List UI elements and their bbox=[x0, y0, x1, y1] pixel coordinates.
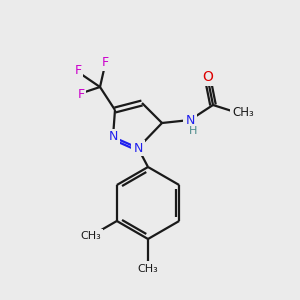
Text: N: N bbox=[133, 142, 143, 154]
Text: O: O bbox=[202, 70, 213, 84]
Text: CH₃: CH₃ bbox=[138, 264, 158, 274]
Text: N: N bbox=[108, 130, 118, 143]
Text: F: F bbox=[74, 64, 82, 76]
Text: H: H bbox=[189, 126, 197, 136]
Text: CH₃: CH₃ bbox=[80, 231, 101, 241]
Text: F: F bbox=[77, 88, 85, 100]
Text: CH₃: CH₃ bbox=[232, 106, 254, 118]
Text: F: F bbox=[101, 56, 109, 70]
Text: N: N bbox=[185, 113, 195, 127]
